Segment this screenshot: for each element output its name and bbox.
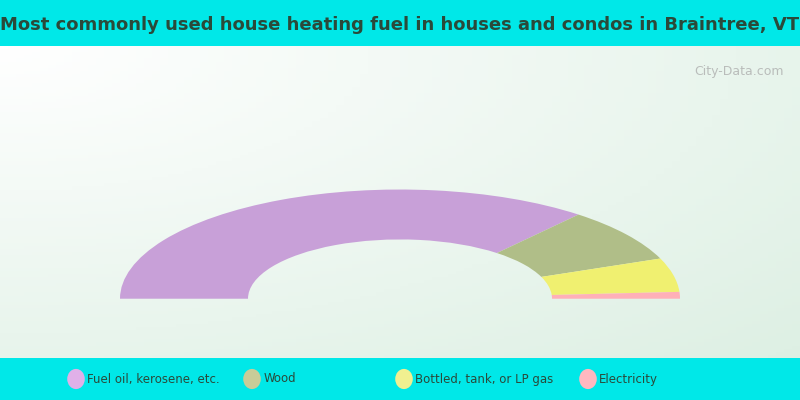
Wedge shape: [542, 258, 679, 295]
Text: Wood: Wood: [263, 372, 296, 386]
Text: Most commonly used house heating fuel in houses and condos in Braintree, VT: Most commonly used house heating fuel in…: [1, 16, 799, 34]
Wedge shape: [120, 190, 578, 299]
Text: Fuel oil, kerosene, etc.: Fuel oil, kerosene, etc.: [87, 372, 220, 386]
Text: Electricity: Electricity: [599, 372, 658, 386]
Text: City-Data.com: City-Data.com: [694, 65, 784, 78]
Ellipse shape: [395, 369, 413, 389]
Ellipse shape: [579, 369, 597, 389]
Wedge shape: [552, 292, 680, 299]
Text: Bottled, tank, or LP gas: Bottled, tank, or LP gas: [415, 372, 554, 386]
Ellipse shape: [243, 369, 261, 389]
Wedge shape: [497, 214, 660, 277]
Ellipse shape: [67, 369, 85, 389]
